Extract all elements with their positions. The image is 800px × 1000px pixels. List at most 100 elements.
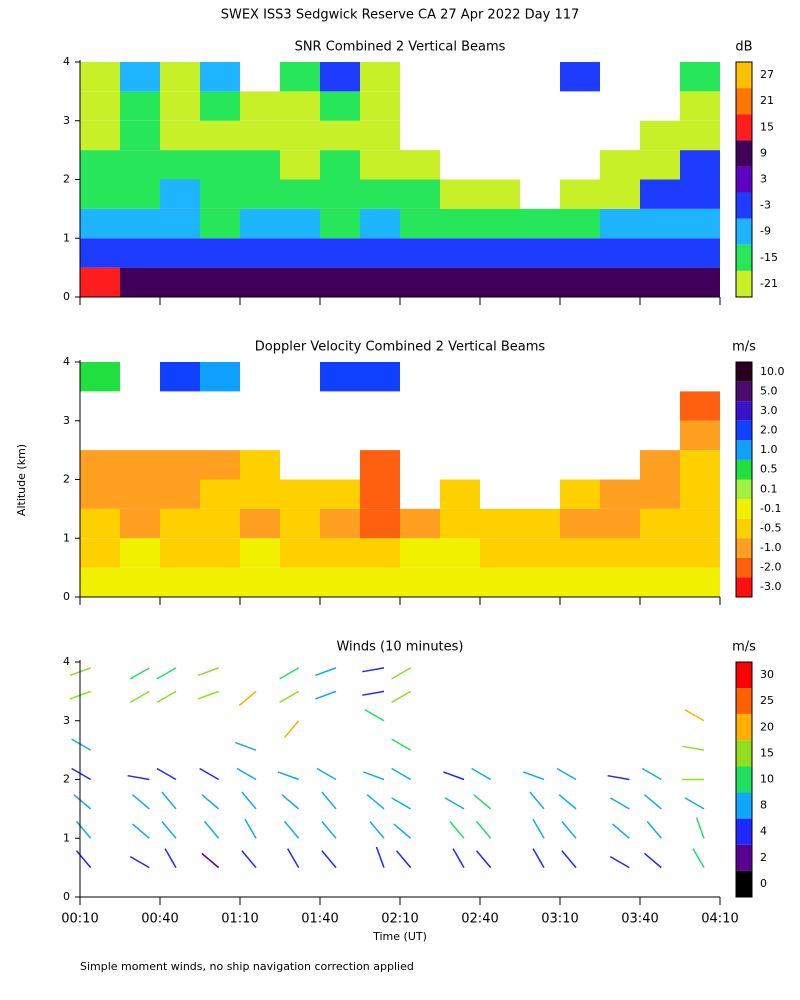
heatmap-cell: [80, 179, 120, 209]
wind-stick: [646, 820, 662, 839]
heatmap-cell: [480, 238, 520, 268]
heatmap-cell: [280, 238, 320, 268]
heatmap-cell: [360, 179, 400, 209]
heatmap-cell: [360, 479, 400, 509]
heatmap-cell: [680, 479, 720, 509]
heatmap-cell: [600, 538, 640, 568]
wind-stick: [475, 820, 492, 839]
heatmap-cell: [640, 150, 680, 180]
heatmap-cell: [440, 538, 480, 568]
colorbar-band: [736, 662, 752, 689]
heatmap-cell: [480, 208, 520, 239]
wind-stick: [73, 794, 92, 810]
heatmap-cell: [680, 391, 720, 421]
wind-stick: [241, 850, 257, 869]
heatmap-cell: [80, 267, 120, 297]
wind-stick: [362, 667, 385, 673]
colorbar-unit: dB: [735, 40, 752, 55]
heatmap-cell: [80, 150, 120, 180]
colorbar-label: 0: [760, 877, 767, 890]
colorbar-band: [736, 192, 752, 219]
wind-stick: [473, 794, 492, 810]
wind-stick: [129, 855, 150, 869]
wind-stick: [75, 850, 92, 869]
heatmap-cell: [440, 267, 480, 297]
heatmap-cell: [280, 91, 320, 121]
heatmap-cell: [120, 208, 160, 239]
heatmap-cell: [360, 238, 400, 268]
heatmap-cell: [80, 479, 120, 509]
wind-stick: [391, 667, 412, 680]
heatmap-cell: [680, 150, 720, 180]
y-tick-label: 1: [63, 531, 70, 544]
heatmap-cell: [680, 179, 720, 209]
heatmap-cell: [560, 62, 600, 92]
colorbar-band: [736, 792, 752, 819]
wind-stick: [449, 820, 465, 839]
heatmap-cell: [240, 150, 280, 180]
wind-stick: [321, 820, 337, 839]
heatmap-cell: [160, 479, 200, 509]
heatmap-cell: [600, 179, 640, 209]
wind-stick: [315, 667, 337, 677]
heatmap-cell: [200, 450, 240, 480]
heatmap-cell: [240, 91, 280, 121]
wind-stick: [201, 852, 220, 869]
heatmap-cell: [400, 208, 440, 239]
wind-stick: [395, 850, 412, 869]
heatmap-cell: [440, 567, 480, 597]
y-tick-label: 1: [63, 831, 70, 844]
wind-stick: [641, 767, 662, 781]
wind-stick: [607, 774, 630, 781]
wind-stick: [197, 690, 219, 700]
wind-stick: [532, 818, 545, 839]
colorbar-label: 10: [760, 773, 774, 786]
heatmap-cell: [360, 208, 400, 239]
x-axis-label: Time (UT): [372, 930, 427, 943]
wind-stick: [321, 791, 337, 810]
colorbar-label: 25: [760, 694, 774, 707]
heatmap-cell: [240, 567, 280, 597]
wind-stick: [529, 791, 545, 810]
heatmap-cell: [520, 238, 560, 268]
colorbar-band: [736, 714, 752, 741]
heatmap-cell: [320, 538, 360, 568]
heatmap-cell: [320, 238, 360, 268]
heatmap-cell: [280, 479, 320, 509]
heatmap-cell: [640, 267, 680, 297]
heatmap-cell: [240, 179, 280, 209]
colorbar-band: [736, 538, 752, 558]
heatmap-cell: [680, 120, 720, 151]
x-tick-label: 03:10: [541, 912, 578, 927]
heatmap-cell: [400, 179, 440, 209]
heatmap-cell: [200, 62, 240, 92]
heatmap-cell: [320, 120, 360, 151]
wind-stick: [369, 820, 385, 839]
heatmap-cell: [320, 179, 360, 209]
heatmap-cell: [640, 450, 680, 480]
colorbar-band: [736, 459, 752, 480]
heatmap-cell: [400, 267, 440, 297]
y-tick-label: 0: [63, 290, 70, 303]
heatmap-cell: [440, 479, 480, 509]
wind-stick: [558, 794, 577, 810]
colorbar-band: [736, 420, 752, 441]
colorbar-band: [736, 362, 752, 382]
wind-stick: [279, 690, 300, 704]
wind-stick: [283, 820, 300, 839]
wind-stick: [129, 690, 150, 704]
heatmap-cell: [80, 567, 120, 597]
wind-stick: [156, 690, 177, 704]
y-tick-label: 3: [63, 114, 70, 127]
y-tick-label: 0: [63, 890, 70, 903]
heatmap-cell: [80, 238, 120, 268]
heatmap-cell: [80, 508, 120, 539]
heatmap-cell: [160, 267, 200, 297]
heatmap-cell: [160, 450, 200, 480]
heatmap-cell: [680, 450, 720, 480]
heatmap-cell: [320, 362, 360, 392]
wind-stick: [236, 767, 257, 781]
heatmap-cell: [360, 567, 400, 597]
heatmap-cell: [680, 267, 720, 297]
